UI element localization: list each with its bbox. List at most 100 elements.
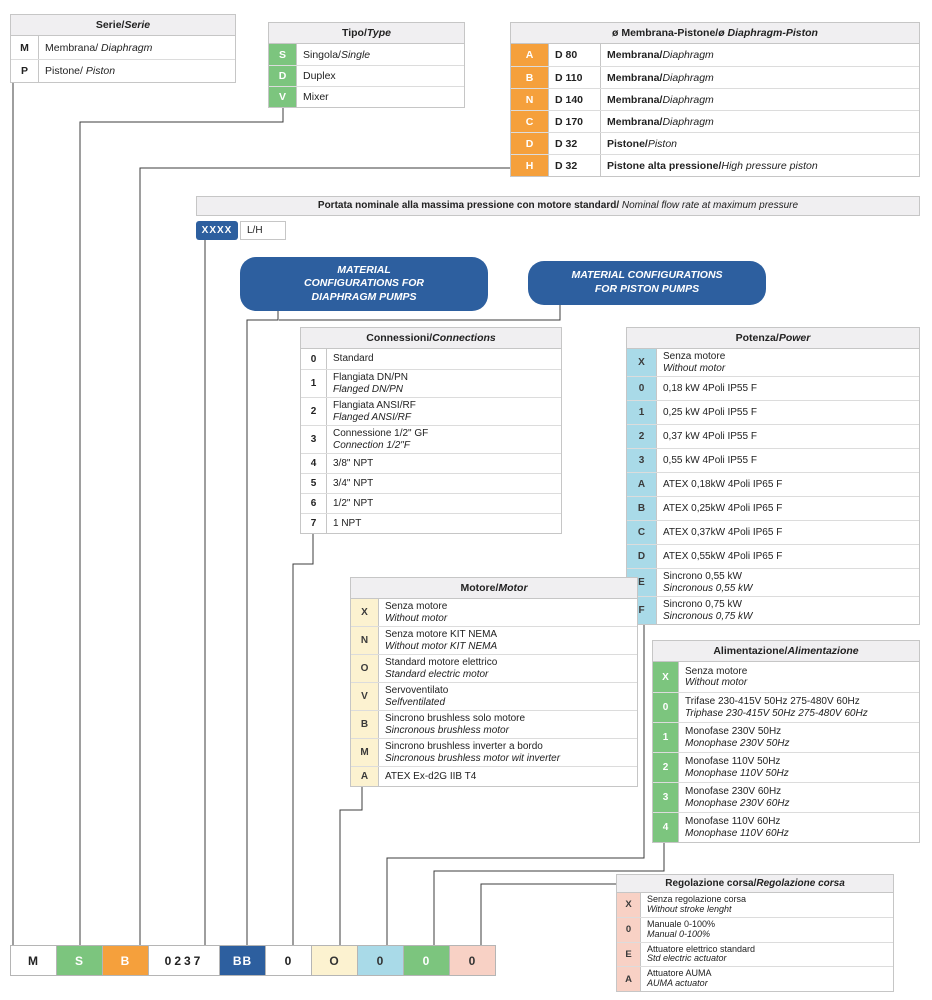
row-description: ATEX 0,55kW 4Poli IP65 F bbox=[663, 550, 783, 562]
row-description: Flangiata ANSI/RF Flanged ANSI/RF bbox=[333, 400, 416, 423]
code-cell: S bbox=[269, 44, 297, 65]
power-table-title: Potenza/Power bbox=[627, 328, 919, 349]
code-cell: V bbox=[269, 87, 297, 107]
code-cell: D bbox=[269, 66, 297, 86]
row-description: 1/2" NPT bbox=[333, 497, 374, 509]
connector-line bbox=[246, 300, 279, 946]
row-description: Membrana/Diaphragm bbox=[607, 93, 714, 106]
code-box-diaphragm: B bbox=[102, 945, 149, 976]
row-description: Singola/Single bbox=[303, 48, 371, 61]
table-row: 0 Trifase 230-415V 50Hz 275-480V 60Hz Trip… bbox=[653, 692, 919, 722]
code-cell: M bbox=[11, 36, 39, 59]
stroke-adjustment-table-title: Regolazione corsa/Regolazione corsa bbox=[617, 875, 893, 893]
table-row: 3 Connessione 1/2" GF Connection 1/2"F bbox=[301, 425, 561, 453]
diaphragm-piston-table-title: ø Membrana-Pistone/ø Diaphragm-Piston bbox=[511, 23, 919, 44]
row-description: ATEX Ex-d2G IIB T4 bbox=[385, 770, 477, 782]
row-description: Senza regolazione corsa Without stroke le… bbox=[647, 894, 747, 914]
row-description: Monofase 230V 60Hz Monophase 230V 60Hz bbox=[685, 786, 790, 809]
flow-code-box: XXXX bbox=[196, 221, 238, 240]
code-cell: 2 bbox=[653, 753, 679, 782]
code-cell: 3 bbox=[627, 449, 657, 472]
table-row: D Duplex bbox=[269, 65, 464, 86]
table-row: B ATEX 0,25kW 4Poli IP65 F bbox=[627, 496, 919, 520]
table-row: X Senza motore Without motor bbox=[653, 662, 919, 692]
code-box-power: 0 bbox=[357, 945, 404, 976]
table-row: V Mixer bbox=[269, 86, 464, 107]
table-row: 3 0,55 kW 4Poli IP55 F bbox=[627, 448, 919, 472]
row-description: 0,55 kW 4Poli IP55 F bbox=[663, 454, 757, 466]
table-row: F Sincrono 0,75 kW Sincronous 0,75 kW bbox=[627, 596, 919, 624]
row-description: 0,37 kW 4Poli IP55 F bbox=[663, 430, 757, 442]
code-cell: 2 bbox=[301, 398, 327, 425]
code-cell: O bbox=[351, 655, 379, 682]
code-cell: B bbox=[627, 497, 657, 520]
code-cell: P bbox=[11, 60, 39, 82]
row-description: Membrana/Diaphragm bbox=[607, 71, 714, 84]
row-description: Duplex bbox=[303, 70, 336, 82]
table-row: E Attuatore elettrico standard Std electri… bbox=[617, 941, 893, 967]
code-cell: B bbox=[511, 67, 549, 88]
table-row: B Sincrono brushless solo motore Sincronou… bbox=[351, 710, 637, 738]
table-row: P Pistone/ Piston bbox=[11, 59, 235, 82]
row-description: Standard bbox=[333, 353, 374, 365]
row-description: Sincrono brushless inverter a bordo Sincr… bbox=[385, 741, 561, 764]
code-cell: C bbox=[511, 111, 549, 132]
row-description: Trifase 230-415V 50Hz 275-480V 60Hz Triph… bbox=[685, 696, 868, 719]
table-row: X Senza motore Without motor bbox=[351, 599, 637, 626]
connector-line bbox=[139, 167, 516, 946]
power-supply-table: Alimentazione/Alimentazione X Senza motor… bbox=[652, 640, 920, 843]
size-cell: D 80 bbox=[549, 44, 601, 66]
code-box-flow: 0237 bbox=[148, 945, 220, 976]
row-description: Senza motore Without motor bbox=[663, 351, 726, 374]
size-cell: D 32 bbox=[549, 133, 601, 154]
code-cell: 1 bbox=[627, 401, 657, 424]
code-cell: 0 bbox=[653, 693, 679, 722]
row-description: Senza motore KIT NEMA Without motor KIT N… bbox=[385, 629, 498, 652]
connector-line bbox=[433, 835, 665, 946]
table-row: 7 1 NPT bbox=[301, 513, 561, 533]
row-description: Senza motore Without motor bbox=[385, 601, 448, 624]
table-row: X Senza motore Without motor bbox=[627, 349, 919, 376]
code-cell: 1 bbox=[653, 723, 679, 752]
table-row: 4 Monofase 110V 60Hz Monophase 110V 60Hz bbox=[653, 812, 919, 842]
row-description: 0,18 kW 4Poli IP55 F bbox=[663, 382, 757, 394]
power-table: Potenza/Power X Senza motore Without motor… bbox=[626, 327, 920, 625]
row-description: 0,25 kW 4Poli IP55 F bbox=[663, 406, 757, 418]
code-cell: 3 bbox=[301, 426, 327, 453]
code-cell: 4 bbox=[653, 813, 679, 842]
row-description: Attuatore AUMA AUMA actuator bbox=[647, 968, 712, 989]
motor-table-title: Motore/Motor bbox=[351, 578, 637, 599]
table-row: D ATEX 0,55kW 4Poli IP65 F bbox=[627, 544, 919, 568]
row-description: Membrana/Diaphragm bbox=[607, 49, 714, 61]
code-cell: A bbox=[617, 967, 641, 992]
row-description: 3/8" NPT bbox=[333, 457, 374, 469]
code-cell: A bbox=[511, 44, 549, 66]
table-row: 0 Standard bbox=[301, 349, 561, 369]
table-row: 3 Monofase 230V 60Hz Monophase 230V 60Hz bbox=[653, 782, 919, 812]
code-cell: 0 bbox=[617, 917, 641, 942]
connector-line bbox=[292, 530, 314, 946]
size-cell: D 110 bbox=[549, 67, 601, 88]
code-cell: 7 bbox=[301, 514, 327, 533]
table-row: M Membrana/ Diaphragm bbox=[11, 36, 235, 59]
serie-table-title: Serie/Serie bbox=[11, 15, 235, 36]
connector-line bbox=[386, 615, 645, 946]
code-cell: 6 bbox=[301, 494, 327, 513]
size-cell: D 140 bbox=[549, 89, 601, 110]
row-description: ATEX 0,18kW 4Poli IP65 F bbox=[663, 478, 783, 490]
code-cell: 5 bbox=[301, 474, 327, 493]
row-description: 3/4" NPT bbox=[333, 477, 374, 489]
row-description: Flangiata DN/PN Flanged DN/PN bbox=[333, 372, 409, 395]
table-row: 0 0,18 kW 4Poli IP55 F bbox=[627, 376, 919, 400]
code-cell: N bbox=[511, 89, 549, 110]
table-row: X Senza regolazione corsa Without stroke l… bbox=[617, 893, 893, 917]
diaphragm-materials-callout: MATERIAL CONFIGURATIONS FOR DIAPHRAGM PU… bbox=[240, 257, 488, 311]
table-row: 1 Flangiata DN/PN Flanged DN/PN bbox=[301, 369, 561, 397]
table-row: 1 0,25 kW 4Poli IP55 F bbox=[627, 400, 919, 424]
row-description: Monofase 230V 50Hz Monophase 230V 50Hz bbox=[685, 726, 790, 749]
